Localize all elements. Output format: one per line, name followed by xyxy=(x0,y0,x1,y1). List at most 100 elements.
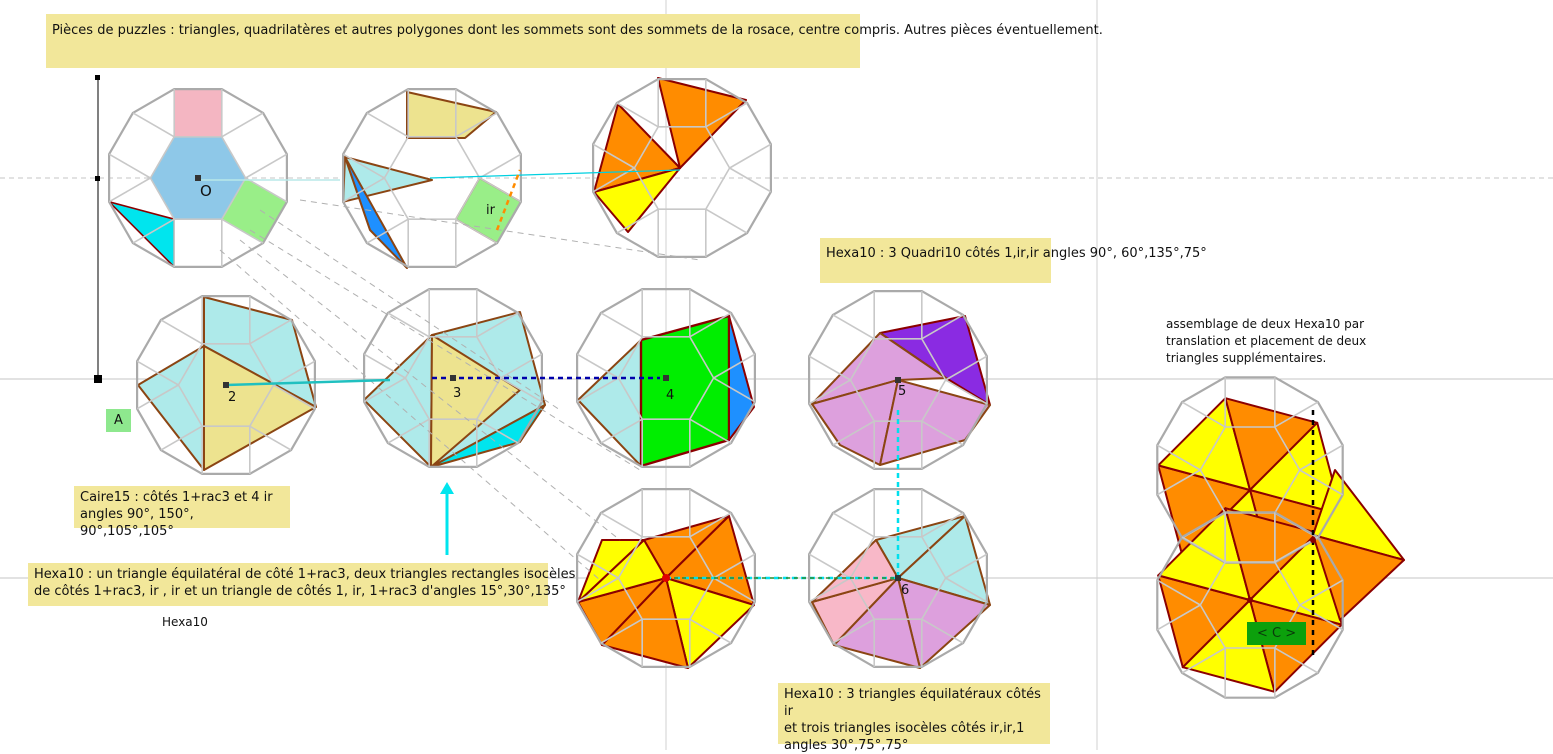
label-o: O xyxy=(200,182,212,200)
rosace-edge xyxy=(729,143,772,169)
note-caire15-line1: Caire15 : côtés 1+rac3 et 4 ir xyxy=(80,490,273,505)
rosace-edge xyxy=(945,553,988,579)
rosace-edge xyxy=(160,319,203,345)
axis-point xyxy=(95,176,100,181)
note-hexa10-eq-line2: et trois triangles isocèles côtés ir,ir,… xyxy=(784,721,1025,736)
rosace-edge xyxy=(221,218,264,244)
rosace-edge xyxy=(576,577,619,603)
rosace-edge xyxy=(363,377,406,403)
rosace-hexagon xyxy=(617,335,715,421)
rosace-outline xyxy=(107,87,288,268)
rosace-edge xyxy=(689,418,732,444)
piece-extra-triangle xyxy=(1312,534,1405,621)
rosace-edge xyxy=(832,420,875,446)
rosace-edge xyxy=(705,102,748,128)
rosace-edge xyxy=(713,577,756,603)
rosace-edge xyxy=(108,153,151,179)
rosace-edge xyxy=(1156,604,1201,631)
center-point xyxy=(450,375,456,381)
rosace-hexagon xyxy=(383,136,481,220)
label-3: 3 xyxy=(453,386,462,401)
rosace-edge xyxy=(832,618,875,644)
label-hexa10: Hexa10 xyxy=(162,614,208,631)
rosace-edge xyxy=(479,153,522,179)
rosace-edge xyxy=(1156,444,1201,471)
rosace-edge xyxy=(1274,647,1319,674)
rosace-edge xyxy=(921,512,964,538)
rosace-edge xyxy=(808,379,851,405)
rosace-edge xyxy=(249,425,292,451)
rosace-outline xyxy=(807,488,989,669)
rosace-edge xyxy=(476,312,519,338)
rosace-edge xyxy=(366,112,409,138)
rosace-edge xyxy=(455,218,498,244)
rosace-hexagon xyxy=(617,535,715,621)
rosace-edge xyxy=(921,420,964,446)
note-hexa10-triangles-line2: de côtés 1+rac3, ir , ir et un triangle … xyxy=(34,584,566,599)
rosace-edge xyxy=(500,353,543,379)
rosace-edge xyxy=(132,112,175,138)
rosace-edge xyxy=(1299,579,1344,606)
note-hexa10-equilateral: Hexa10 : 3 triangles équilatéraux côtés … xyxy=(778,683,1050,753)
axis-point xyxy=(94,375,102,383)
piece-blue-triangle xyxy=(728,315,755,441)
rosace-outline xyxy=(807,290,989,470)
piece-yellow-quad xyxy=(406,91,497,139)
rosace-outline xyxy=(575,488,757,669)
piece-green-quad xyxy=(639,314,731,468)
rosace-edge xyxy=(273,384,316,410)
rosace-edge xyxy=(249,319,292,345)
rosace-edge xyxy=(600,418,643,444)
rosace-hexagon xyxy=(404,335,502,421)
rosace-edge xyxy=(600,312,643,338)
assembly-point xyxy=(1310,537,1316,543)
label-5: 5 xyxy=(898,384,907,399)
red-point xyxy=(662,574,670,582)
note-hexa10-triangles-line1: Hexa10 : un triangle équilatéral de côté… xyxy=(34,567,576,582)
rosace-edge xyxy=(1156,469,1201,496)
rosace-edge xyxy=(600,618,643,644)
note-assemblage: assemblage de deux Hexa10 par translatio… xyxy=(1166,316,1381,367)
rosaces xyxy=(107,77,1344,699)
dashed-diagonal xyxy=(239,239,621,541)
rosace-edge xyxy=(479,177,522,203)
rosace-edge xyxy=(132,218,175,244)
rosace-edge xyxy=(921,314,964,340)
rosace-edge xyxy=(245,153,288,179)
rosace-outline xyxy=(363,288,544,468)
point-a-box[interactable]: A xyxy=(106,409,131,432)
note-assemblage-text: assemblage de deux Hexa10 par translatio… xyxy=(1166,317,1367,365)
assembly-point xyxy=(1247,597,1253,603)
piece-cyan-triangle xyxy=(430,404,546,468)
piece-pink-square xyxy=(174,89,222,137)
rosace-edge xyxy=(1299,444,1344,471)
rosace-edge xyxy=(387,312,430,338)
rosace-edge xyxy=(576,553,619,579)
rosace-edge xyxy=(363,353,406,379)
point-c-box[interactable]: < C > xyxy=(1247,622,1307,645)
rosace-hexagon xyxy=(149,136,247,220)
note-hexa10-triangles: Hexa10 : un triangle équilatéral de côté… xyxy=(28,563,576,606)
rosace-edge xyxy=(1299,469,1344,496)
rosace-edge xyxy=(1156,579,1201,606)
rosace-edge xyxy=(387,418,430,444)
axis-point xyxy=(95,75,100,80)
center-point xyxy=(195,175,201,181)
rosace-edge xyxy=(342,177,385,203)
rosace-edge xyxy=(1181,401,1226,428)
label-2: 2 xyxy=(228,390,237,405)
note-caire15-line2: angles 90°, 150°, 90°,105°,105° xyxy=(80,507,194,539)
rosace-edge xyxy=(576,377,619,403)
rosace-edge xyxy=(600,512,643,538)
rosace-edge xyxy=(713,553,756,579)
arrow-head xyxy=(440,482,454,494)
rosace-edge xyxy=(1299,604,1344,631)
label-4: 4 xyxy=(666,388,675,403)
construction-lines xyxy=(94,75,1316,660)
center-point xyxy=(895,575,901,581)
center-point xyxy=(663,375,669,381)
rosace-edge xyxy=(808,553,851,579)
orange-dashed-line xyxy=(495,169,522,231)
piece-yellow-triangle xyxy=(593,167,681,233)
